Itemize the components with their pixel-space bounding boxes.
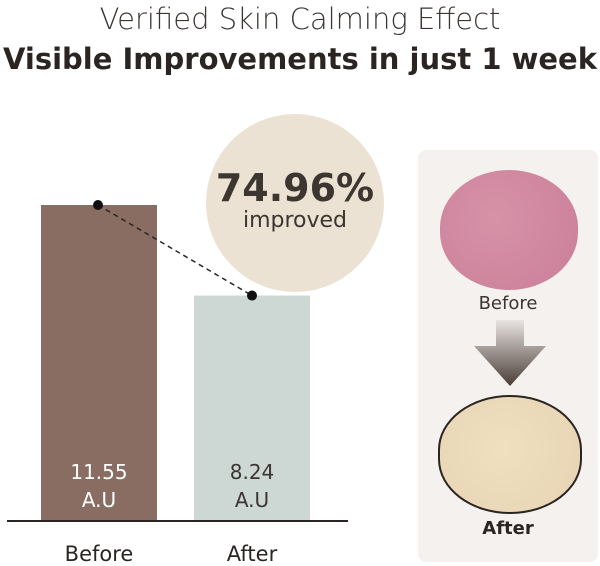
improvement-label: improved — [242, 208, 348, 233]
after-skin-image — [438, 395, 582, 514]
improvement-value: 74.96% — [215, 166, 375, 210]
title: Verified Skin Calming Effect — [99, 2, 501, 36]
unit-label: A.U — [235, 488, 269, 512]
improvement-badge: 74.96% improved — [206, 114, 384, 292]
data-point-0 — [93, 200, 103, 210]
category-label: After — [227, 542, 278, 566]
trend-line — [97, 204, 253, 297]
category-label: Before — [65, 542, 134, 566]
unit-label: A.U — [82, 488, 116, 512]
bar-chart: 11.55 A.U Before 8.24 A.U After — [7, 200, 348, 566]
value-label: 8.24 — [230, 460, 275, 484]
before-skin-image — [440, 170, 578, 290]
bar-after — [194, 295, 310, 521]
bar-before — [41, 205, 157, 521]
subtitle: Visible Improvements in just 1 week — [2, 42, 598, 76]
arrow-down-icon — [474, 320, 546, 386]
value-label: 11.55 — [70, 460, 127, 484]
before-image-label: Before — [478, 293, 538, 314]
data-point-1 — [247, 290, 257, 301]
before-after-panel: Before After — [418, 150, 598, 562]
after-image-label: After — [482, 518, 534, 539]
